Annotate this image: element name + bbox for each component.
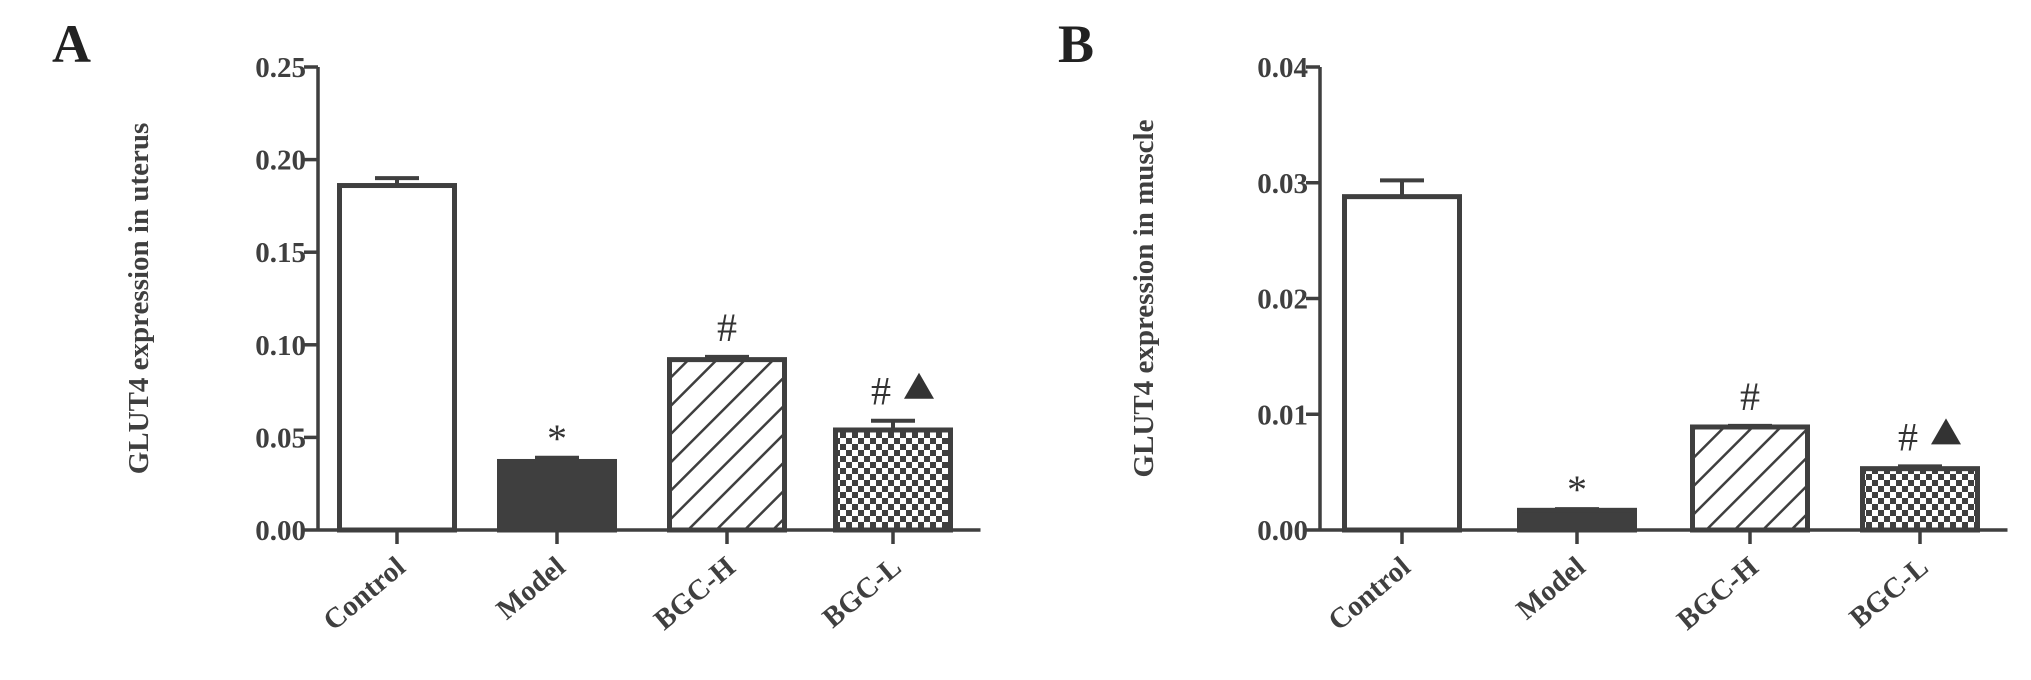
chart-panel-a: A GLUT4 expression in uterus 0.00 0.05 0.10 0… xyxy=(52,14,981,637)
y-axis-title-b: GLUT4 expression in muscle xyxy=(1128,119,1160,477)
significance-label-b: # xyxy=(1740,374,1760,419)
y-tick-label-a: 0.00 xyxy=(255,515,306,547)
x-tick-label-b: Control xyxy=(1322,551,1416,637)
x-tick-label-b: BGC-L xyxy=(1844,551,1935,635)
bar-a-model xyxy=(497,458,617,533)
chart-panel-b: B GLUT4 expression in muscle 0.00 0.01 0.02 0… xyxy=(1058,14,2008,637)
y-tick-label-b: 0.03 xyxy=(1257,168,1308,200)
x-tick-label-a: BGC-L xyxy=(817,551,908,635)
significance-label-a: # xyxy=(717,305,737,350)
y-axis-title-a: GLUT4 expression in uterus xyxy=(123,123,155,475)
bar-a-bgc-l xyxy=(833,427,953,533)
x-tick-label-a: BGC-H xyxy=(648,551,742,637)
bar-b-model xyxy=(1517,507,1637,533)
x-tick-label-a: Model xyxy=(490,551,571,626)
x-tick-label-b: Model xyxy=(1510,551,1591,626)
x-tick-label-a: Control xyxy=(317,551,411,637)
significance-label-a: * xyxy=(547,416,567,461)
significance-label-b: * xyxy=(1567,467,1587,512)
triangle-icon xyxy=(904,372,934,399)
x-tick-label-b: BGC-H xyxy=(1671,551,1765,637)
y-tick-label-b: 0.01 xyxy=(1257,399,1308,431)
bar-b-control xyxy=(1342,194,1462,533)
y-tick-label-a: 0.25 xyxy=(255,52,306,84)
panel-a-letter: A xyxy=(52,14,91,74)
y-tick-label-a: 0.05 xyxy=(255,422,306,454)
y-tick-label-b: 0.02 xyxy=(1257,284,1308,316)
y-tick-label-a: 0.10 xyxy=(255,330,306,362)
bar-a-control xyxy=(337,183,457,533)
significance-label-a: # xyxy=(871,369,891,414)
y-tick-label-b: 0.00 xyxy=(1257,515,1308,547)
significance-label-b: # xyxy=(1898,414,1918,459)
panel-b-letter: B xyxy=(1058,14,1094,74)
y-tick-label-a: 0.20 xyxy=(255,145,306,177)
bar-b-bgc-l xyxy=(1860,466,1980,533)
y-tick-label-a: 0.15 xyxy=(255,237,306,269)
y-tick-label-b: 0.04 xyxy=(1257,52,1308,84)
bar-b-bgc-h xyxy=(1690,424,1810,533)
triangle-icon xyxy=(1931,418,1961,445)
bar-a-bgc-h xyxy=(667,357,787,533)
